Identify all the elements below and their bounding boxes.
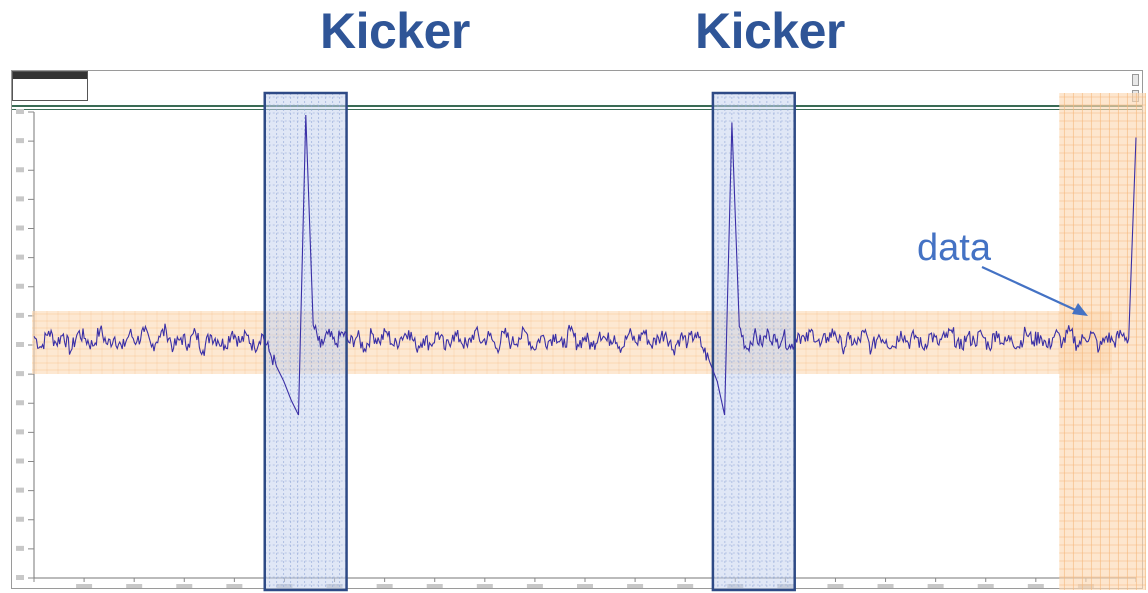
up-arrow-icon[interactable]	[1132, 74, 1139, 86]
x-tick-label	[126, 584, 143, 588]
x-tick-label	[226, 584, 243, 588]
y-tick-label	[16, 487, 24, 493]
x-tick-label	[1027, 584, 1044, 588]
x-tick-label	[176, 584, 193, 588]
y-tick-label	[16, 545, 24, 551]
x-tick-label	[627, 584, 644, 588]
x-tick-label	[827, 584, 844, 588]
x-tick-label	[426, 584, 443, 588]
y-tick-label	[16, 458, 24, 464]
kicker-annotation-2: Kicker	[695, 3, 845, 59]
x-tick-label	[977, 584, 994, 588]
x-tick-label	[476, 584, 493, 588]
y-tick-label	[16, 312, 24, 318]
x-tick-label	[526, 584, 543, 588]
x-tick-label	[927, 584, 944, 588]
x-tick-label	[577, 584, 593, 588]
y-tick-label	[16, 225, 24, 231]
y-tick-label	[16, 109, 24, 114]
data-arrow-head	[1072, 303, 1088, 316]
y-tick-label	[16, 342, 24, 347]
data-arrow	[981, 266, 1083, 314]
x-tick-label	[677, 584, 694, 588]
header-divider	[12, 105, 1142, 110]
y-tick-label	[16, 167, 24, 173]
x-tick-label	[76, 584, 93, 588]
y-tick-label	[16, 283, 24, 289]
y-tick-label	[16, 138, 24, 144]
x-tick-label	[877, 584, 894, 588]
kicker-annotation-1: Kicker	[320, 3, 470, 59]
x-tick-label	[376, 584, 393, 588]
y-tick-label	[16, 254, 24, 260]
highlight-band	[32, 311, 1112, 374]
data-annotation: data	[917, 227, 991, 269]
y-tick-label	[16, 371, 24, 377]
legend-box	[12, 71, 88, 101]
y-tick-label	[16, 196, 24, 202]
y-tick-label	[16, 575, 24, 580]
signal-trace	[33, 114, 1137, 416]
y-tick-label	[16, 400, 24, 406]
y-tick-label	[16, 429, 24, 435]
y-tick-label	[16, 516, 24, 522]
legend-header	[13, 72, 87, 79]
